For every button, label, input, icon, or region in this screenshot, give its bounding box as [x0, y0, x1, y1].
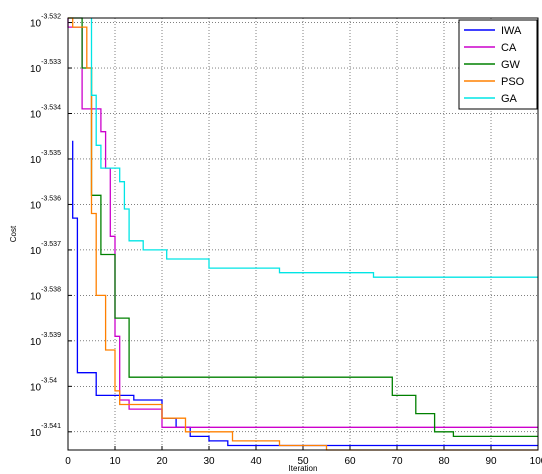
x-tick-label: 10 [109, 456, 121, 467]
x-tick-label: 90 [485, 456, 497, 467]
series-line-pso [68, 17, 538, 451]
legend-label-pso: PSO [501, 76, 525, 88]
y-tick-label: 10-3.532 [30, 14, 61, 30]
y-tick-label: 10-3.541 [30, 423, 61, 439]
legend-label-gw: GW [501, 59, 521, 71]
y-axis-label: Cost [9, 225, 18, 242]
x-tick-label: 50 [297, 456, 309, 467]
x-tick-label: 20 [156, 456, 168, 467]
y-tick-label: 10-3.533 [30, 59, 61, 75]
x-axis-label: Iteration [289, 464, 318, 473]
y-tick-label: 10-3.537 [30, 241, 61, 257]
legend-label-ca: CA [501, 42, 517, 54]
series-line-ca [67, 18, 538, 428]
y-tick-label: 10-3.534 [30, 104, 61, 120]
series-layer [67, 17, 538, 451]
x-tick-label: 100 [530, 456, 542, 467]
y-tick-label: 10-3.538 [30, 286, 61, 302]
y-tick-label: 10-3.54 [30, 377, 57, 393]
x-tick-label: 40 [250, 456, 262, 467]
series-line-ga [90, 18, 538, 278]
x-tick-label: 80 [438, 456, 450, 467]
y-tick-label: 10-3.536 [30, 195, 61, 211]
x-tick-label: 0 [65, 456, 71, 467]
x-tick-label: 30 [203, 456, 215, 467]
plot-frame [67, 17, 539, 451]
y-tick-label: 10-3.535 [30, 150, 61, 166]
legend-label-iwa: IWA [501, 25, 522, 37]
series-line-gw [68, 17, 538, 438]
legend: IWA CA GW PSO GA [458, 19, 538, 110]
y-tick-labels: 10-3.532 10-3.533 10-3.534 10-3.535 10-3.536… [30, 14, 61, 439]
x-tick-label: 60 [344, 456, 356, 467]
x-tick-label: 70 [391, 456, 403, 467]
legend-label-ga: GA [501, 93, 518, 105]
x-tick-labels: 0 10 20 30 40 50 60 70 80 90 100 [65, 456, 542, 467]
y-tick-label: 10-3.539 [30, 332, 61, 348]
